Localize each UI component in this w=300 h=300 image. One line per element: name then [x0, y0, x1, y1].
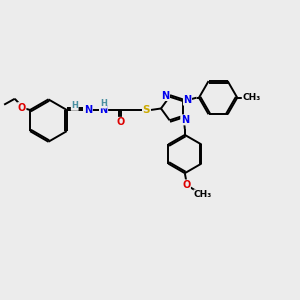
- Text: S: S: [142, 105, 150, 115]
- Text: O: O: [18, 103, 26, 112]
- Text: CH₃: CH₃: [194, 190, 212, 199]
- Text: O: O: [182, 180, 190, 190]
- Text: N: N: [161, 91, 169, 100]
- Text: N: N: [100, 105, 108, 115]
- Text: H: H: [100, 99, 107, 108]
- Text: N: N: [181, 115, 189, 125]
- Text: N: N: [183, 95, 192, 105]
- Text: O: O: [116, 117, 124, 127]
- Text: H: H: [71, 101, 78, 110]
- Text: N: N: [84, 105, 92, 115]
- Text: CH₃: CH₃: [242, 93, 260, 102]
